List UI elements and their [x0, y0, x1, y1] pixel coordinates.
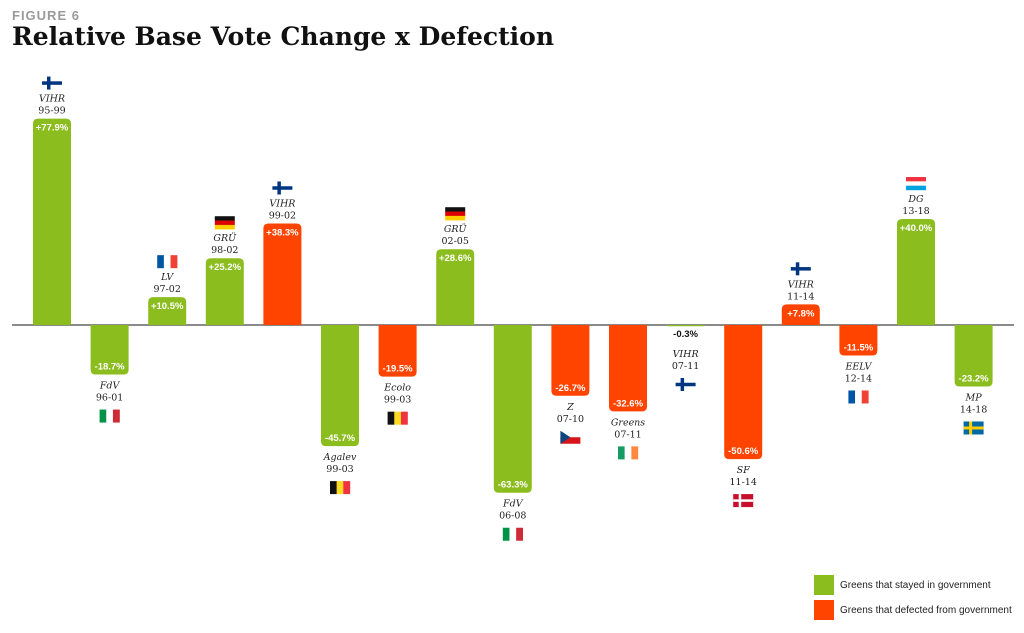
data-label: -32.6% [613, 398, 644, 409]
legend-item-stayed: Greens that stayed in government [814, 575, 991, 595]
bar-period-label: 07-11 [672, 361, 699, 372]
bar-fdv-96-01 [90, 325, 129, 375]
flag-it-icon [99, 409, 120, 423]
bar-party-label: SF [737, 465, 751, 476]
figure-label: FIGURE 6 [12, 8, 80, 23]
flag-fr-icon [848, 390, 869, 404]
bar-vihr-07-11 [666, 325, 705, 327]
data-label: -45.7% [325, 433, 356, 444]
bar-period-label: 99-02 [269, 211, 296, 222]
data-label: -18.7% [95, 362, 126, 373]
data-label: -23.2% [959, 373, 990, 384]
flag-fi-icon [790, 262, 811, 276]
bar-period-label: 95-99 [38, 106, 65, 117]
bar-party-label: FdV [502, 499, 524, 510]
data-label: +7.8% [787, 308, 815, 319]
bar-period-label: 96-01 [96, 393, 123, 404]
bar-greens-07-11 [609, 325, 647, 412]
flag-dk-icon [733, 494, 754, 508]
data-label: +25.2% [209, 262, 242, 273]
flag-be-icon [387, 411, 408, 425]
bar-period-label: 99-03 [384, 395, 411, 406]
bar-party-label: MP [965, 392, 983, 403]
bar-party-label: Agalev [323, 452, 357, 463]
data-label: +77.9% [36, 123, 69, 134]
legend-label-stayed: Greens that stayed in government [840, 579, 991, 591]
data-label: -0.3% [673, 329, 698, 340]
bar-period-label: 06-08 [499, 511, 526, 522]
bar-party-label: VIHR [39, 94, 65, 105]
data-label: +38.3% [266, 228, 299, 239]
data-label: +10.5% [151, 301, 184, 312]
flag-fi-icon [675, 378, 696, 391]
data-label: -11.5% [844, 342, 874, 353]
bar-party-label: Z [566, 402, 574, 413]
flag-be-icon [330, 481, 351, 495]
bar-dg-13-18 [897, 219, 935, 325]
bar-mp-14-18 [954, 325, 993, 387]
bar-party-label: VIHR [269, 199, 295, 210]
bar-party-label: DG [907, 194, 924, 205]
bar-z-07-10 [551, 325, 590, 396]
bar-period-label: 99-03 [326, 464, 353, 475]
data-label: +28.6% [439, 253, 472, 264]
legend-item-defected: Greens that defected from government [814, 600, 1012, 620]
bar-period-label: 98-02 [211, 245, 238, 256]
bar-sf-11-14 [724, 325, 763, 460]
bar-vihr-95-99 [33, 118, 71, 325]
bar-fdv-06-08 [493, 325, 532, 493]
data-label: +40.0% [900, 223, 933, 234]
bar-period-label: 07-10 [557, 414, 584, 425]
bar-agalev-99-03 [321, 325, 359, 447]
bar-period-label: 11-14 [787, 291, 814, 302]
flag-lu-icon [906, 177, 926, 191]
bar-period-label: 14-18 [960, 404, 987, 415]
data-label: -63.3% [498, 480, 529, 491]
bar-party-label: Greens [611, 417, 645, 428]
bar-party-label: EELV [844, 361, 872, 372]
flag-cz-icon [560, 430, 581, 444]
bar-grü-02-05 [436, 249, 475, 325]
bar-party-label: GRÜ [444, 223, 468, 235]
bar-party-label: FdV [99, 381, 121, 392]
data-label: -50.6% [728, 446, 759, 457]
flag-de-icon [445, 207, 466, 221]
bar-party-label: VIHR [673, 349, 699, 360]
chart-title: Relative Base Vote Change x Defection [12, 22, 555, 51]
bar-period-label: 97-02 [154, 284, 181, 295]
bar-period-label: 02-05 [442, 236, 469, 247]
bar-period-label: 13-18 [902, 206, 929, 217]
bar-period-label: 12-14 [845, 373, 872, 384]
bar-party-label: Ecolo [383, 383, 411, 394]
bar-grü-98-02 [205, 258, 244, 325]
data-label: -26.7% [555, 383, 586, 394]
bar-lv-97-02 [148, 297, 187, 325]
legend-label-defected: Greens that defected from government [840, 604, 1012, 616]
data-label: -19.5% [383, 364, 414, 375]
bar-period-label: 07-11 [614, 429, 641, 440]
bar-party-label: LV [160, 272, 174, 283]
flag-de-icon [214, 216, 235, 230]
bar-vihr-99-02 [263, 223, 302, 325]
bar-period-label: 11-14 [730, 477, 757, 488]
bar-eelv-12-14 [839, 325, 878, 356]
bar-party-label: GRÜ [213, 232, 237, 244]
flag-ie-icon [618, 446, 639, 460]
flag-fi-icon [42, 76, 62, 90]
flag-it-icon [502, 527, 523, 541]
bar-party-label: VIHR [788, 279, 814, 290]
legend-swatch-stayed [814, 575, 834, 595]
bar-vihr-11-14 [781, 304, 820, 325]
legend-swatch-defected [814, 600, 834, 620]
flag-se-icon [963, 421, 984, 435]
bar-ecolo-99-03 [378, 325, 417, 377]
flag-fi-icon [272, 181, 293, 195]
flag-fr-icon [157, 255, 178, 269]
